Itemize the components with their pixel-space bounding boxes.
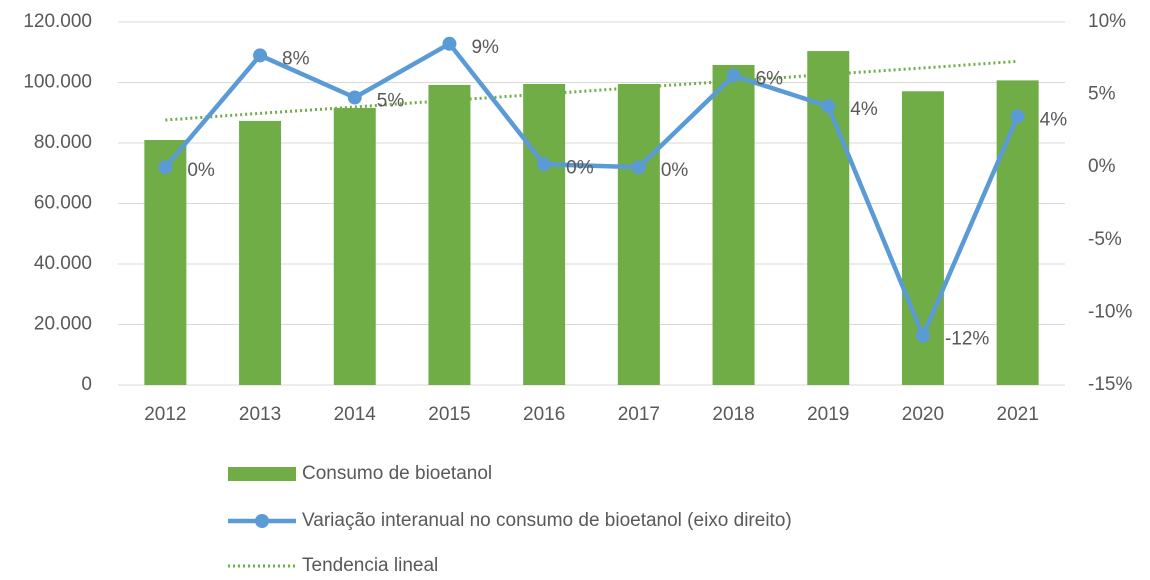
line-marker [347,90,362,105]
y2-tick-label: -10% [1088,301,1132,322]
bar [144,139,187,385]
x-tick-label: 2018 [712,404,754,425]
line-marker [915,328,930,343]
y-tick-label: 120.000 [23,11,92,32]
line-marker [631,160,646,175]
y2-tick-label: 0% [1088,156,1116,177]
bar [712,64,755,385]
line-marker [158,160,173,175]
y-tick-label: 20.000 [34,314,92,335]
line [163,40,1020,342]
bar [996,80,1039,385]
x-tick-label: 2013 [239,404,281,425]
x-tick-label: 2020 [902,404,944,425]
legend-label: Variação interanual no consumo de bioeta… [302,510,792,531]
bar [617,84,660,385]
data-label: 4% [1040,109,1068,130]
legend-swatch [228,467,296,481]
data-label: 8% [282,48,310,69]
x-tick-label: 2015 [428,404,470,425]
x-tick-label: 2017 [618,404,660,425]
y-tick-label: 0 [81,374,92,395]
x-tick-label: 2016 [523,404,565,425]
bar [333,107,376,385]
y-tick-label: 60.000 [34,193,92,214]
bar [523,84,566,385]
data-label: 0% [566,157,594,178]
trend-line [165,59,1018,122]
data-label: 6% [756,69,784,90]
y2-tick-label: 5% [1088,84,1116,105]
y2-tick-label: -5% [1088,229,1122,250]
y-tick-label: 80.000 [34,132,92,153]
line-marker [821,99,836,114]
bar [239,120,282,385]
x-tick-label: 2021 [997,404,1039,425]
legend-swatch [255,514,269,528]
bar [428,84,471,386]
line-marker [253,48,268,63]
data-label: 4% [850,99,878,120]
legend-label: Consumo de bioetanol [302,463,492,484]
x-tick-label: 2019 [807,404,849,425]
line-marker [1010,109,1025,124]
data-label: -12% [945,329,989,350]
data-label: 9% [471,37,499,58]
y-tick-label: 100.000 [23,72,92,93]
y2-tick-label: -15% [1088,374,1132,395]
data-label: 0% [661,160,689,181]
line-marker [726,68,741,83]
line-marker [442,36,457,51]
data-label: 5% [377,91,405,112]
data-label: 0% [187,160,215,181]
line-marker [537,157,552,172]
y-tick-label: 40.000 [34,253,92,274]
y2-tick-label: 10% [1088,11,1126,32]
x-tick-label: 2014 [334,404,377,425]
x-tick-label: 2012 [144,404,186,425]
legend-label: Tendencia lineal [302,555,438,576]
